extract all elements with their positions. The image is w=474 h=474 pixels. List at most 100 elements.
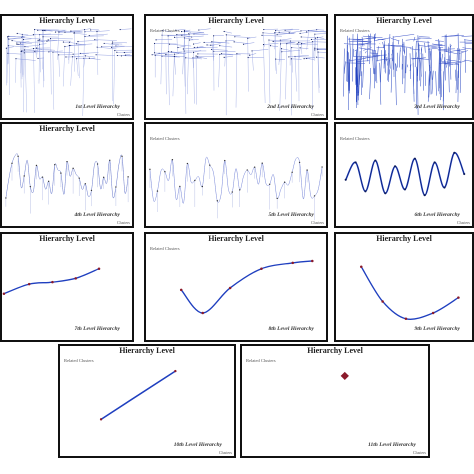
line-10-end-node (174, 369, 177, 373)
tree-1-thread (42, 36, 44, 88)
tree-2-node (234, 36, 236, 38)
tree-2-edge (315, 36, 324, 39)
graph-2nd-level (151, 28, 326, 116)
wave-6-node (354, 161, 357, 164)
thread-3 (403, 41, 405, 55)
tree-1-node (52, 51, 54, 53)
tree-1-node (116, 54, 118, 57)
edge-3 (432, 43, 446, 47)
edge-3 (353, 55, 372, 57)
tree-2-node (317, 51, 319, 53)
thread-3 (442, 57, 445, 102)
tree-2-edge (184, 30, 192, 33)
spiky-5-node (216, 200, 218, 202)
thread-3 (405, 47, 407, 74)
panel-title: Hierarchy Level (376, 16, 432, 25)
tree-1-edge (16, 41, 30, 44)
tree-1-edge (46, 40, 58, 42)
tree-1-node (36, 47, 38, 49)
thread-3 (358, 50, 361, 96)
tree-1-edge (15, 58, 36, 61)
tree-2-node (173, 36, 176, 38)
tree-1-edge (23, 38, 32, 40)
tree-1-node (41, 29, 44, 31)
tree-1-node (34, 28, 36, 31)
tree-2-edge (289, 31, 301, 34)
tree-1-node (62, 41, 64, 43)
thread-3 (343, 48, 345, 97)
thread-3 (428, 71, 431, 98)
thread-3 (357, 68, 359, 93)
tree-1-thread (22, 39, 24, 77)
hierarchy-label: 1st Level Hierarchy (75, 104, 120, 110)
tree-2-thread (279, 48, 282, 111)
tree-1-node (84, 35, 86, 38)
tree-1-edge (18, 43, 32, 45)
tree-2-edge (285, 29, 300, 31)
related-clusters-label: Related Clusters (340, 136, 370, 141)
thread-3 (414, 40, 417, 68)
thread-3 (447, 46, 450, 93)
tree-2-node (316, 56, 318, 58)
tree-2-node (153, 52, 156, 54)
tree-1-node (77, 40, 79, 43)
spiky-5-node (268, 183, 271, 185)
hierarchy-label: 5th Level Hierarchy (268, 212, 314, 218)
related-clusters-label: Related Clusters (246, 358, 276, 363)
tree-2-node (173, 53, 175, 55)
edge-3 (416, 41, 430, 43)
edge-3 (358, 42, 372, 46)
tree-2-node (272, 40, 274, 43)
edge-3 (418, 36, 430, 38)
graph-6th-level (344, 151, 466, 197)
panel-title: Hierarchy Level (208, 234, 264, 243)
tree-2-edge (286, 43, 303, 45)
edge-3 (450, 48, 466, 52)
tree-1-thread (20, 42, 22, 88)
tree-1-edge (70, 29, 85, 32)
tree-1-node (7, 45, 9, 47)
tree-2-edge (234, 41, 249, 44)
tree-2-node (299, 32, 301, 34)
hierarchy-label: 7th Level Hierarchy (74, 326, 120, 332)
thread-3 (395, 63, 398, 72)
tree-2-thread (218, 54, 220, 88)
thread-3 (427, 40, 430, 72)
tree-2-thread (274, 30, 276, 50)
tree-2-edge (210, 43, 221, 46)
tree-2-node (165, 53, 167, 56)
edge-3 (444, 50, 458, 55)
tree-2-node (225, 34, 227, 36)
spiky-5-node (231, 191, 233, 193)
tree-1-node (72, 53, 74, 55)
tree-2-thread (313, 34, 315, 59)
tree-2-node (187, 33, 190, 35)
tree-1-edge (111, 46, 125, 48)
tree-1-thread (34, 29, 37, 58)
tree-2-edge (243, 42, 255, 45)
curve-7-node (97, 267, 101, 270)
spiky-4-node (23, 175, 25, 177)
edge-3 (437, 48, 455, 50)
tree-1-edge (89, 58, 101, 60)
curve-8-node (311, 259, 314, 263)
tree-2-node (288, 56, 290, 58)
spiky-5-node (261, 162, 263, 164)
tree-2-edge (281, 48, 291, 51)
tree-2-node (300, 30, 302, 32)
tree-1-edge (84, 28, 91, 30)
related-clusters-label: Related Clusters (64, 358, 94, 363)
spiky-5-node (156, 190, 159, 192)
curve-9-node (381, 300, 384, 303)
panel-9th-level: Hierarchy Level 9th Level Hierarchy (334, 232, 474, 342)
hierarchy-label: 11th Level Hierarchy (368, 442, 416, 448)
tree-2-node (274, 32, 276, 34)
wave-6-node (433, 161, 436, 164)
tree-1-thread (63, 46, 66, 87)
thread-3 (459, 52, 462, 93)
tree-2-edge (275, 28, 293, 31)
tree-2-node (181, 31, 183, 33)
tree-2-node (197, 53, 199, 55)
tree-1-node (120, 55, 123, 57)
tree-2-thread (187, 34, 190, 95)
